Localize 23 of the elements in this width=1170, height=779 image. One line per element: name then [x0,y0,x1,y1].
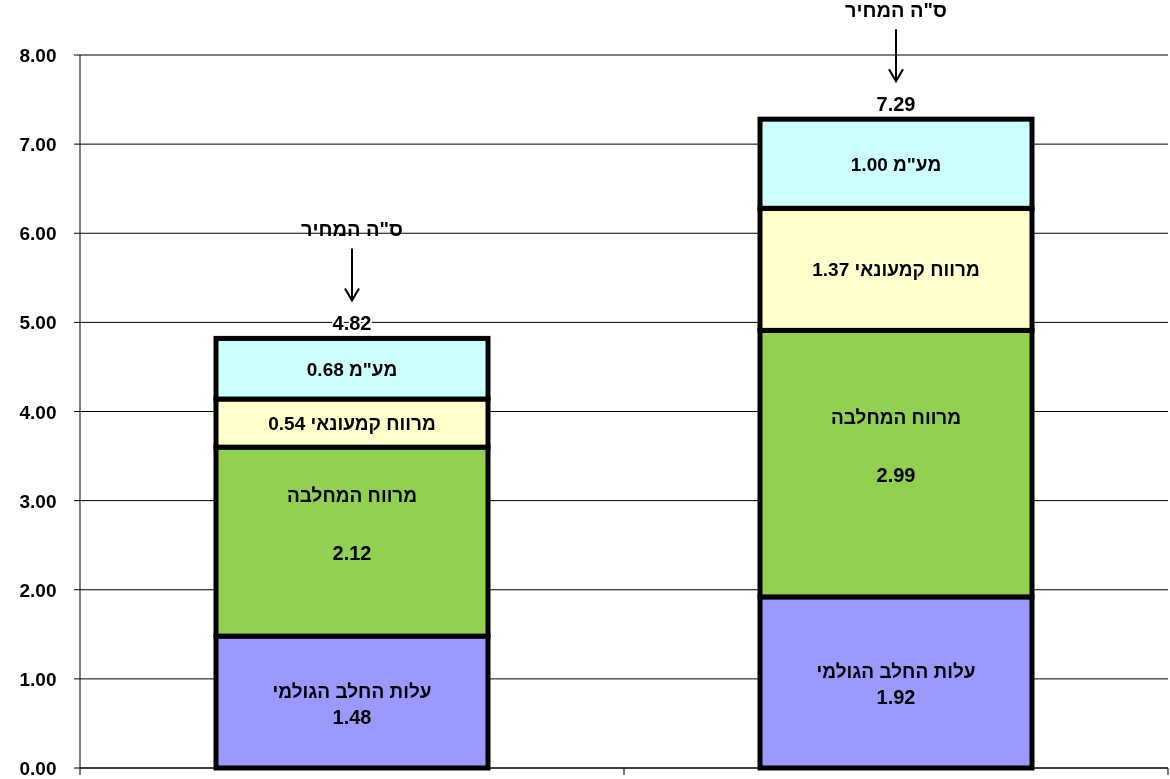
series-label: מרווח המחלבה [286,484,418,506]
text: מרווח המחלבה [830,406,962,428]
data-label: 2.99 [876,463,916,486]
y-tick-label: 8.00 [19,45,57,66]
y-tick-label: 1.00 [19,668,57,690]
y-tick-label: 3.00 [19,490,57,512]
text: מע"מ 0.68 [306,358,398,380]
y-tick-label: 5.00 [19,312,57,334]
text: מע"מ 1.00 [850,153,942,175]
text: מרווח קמעונאי 0.54 [268,413,436,435]
series-label: עלות החלב הגולמי [272,681,432,703]
data-label: 1.48 [332,706,372,729]
total-label: 7.29 [876,93,916,116]
data-label: 1.92 [876,686,916,709]
text: עלות החלב הגולמי [816,661,976,683]
y-tick-label: 0.00 [19,758,57,779]
y-tick-label: 2.00 [19,579,57,601]
data-label: 2.12 [332,541,372,564]
y-tick-label: 4.00 [19,401,57,423]
y-tick-label: 7.00 [19,134,57,156]
text: ס"ה המחיר [844,0,948,22]
y-tick-label: 6.00 [19,223,57,245]
text: מרווח קמעונאי 1.37 [812,259,980,281]
